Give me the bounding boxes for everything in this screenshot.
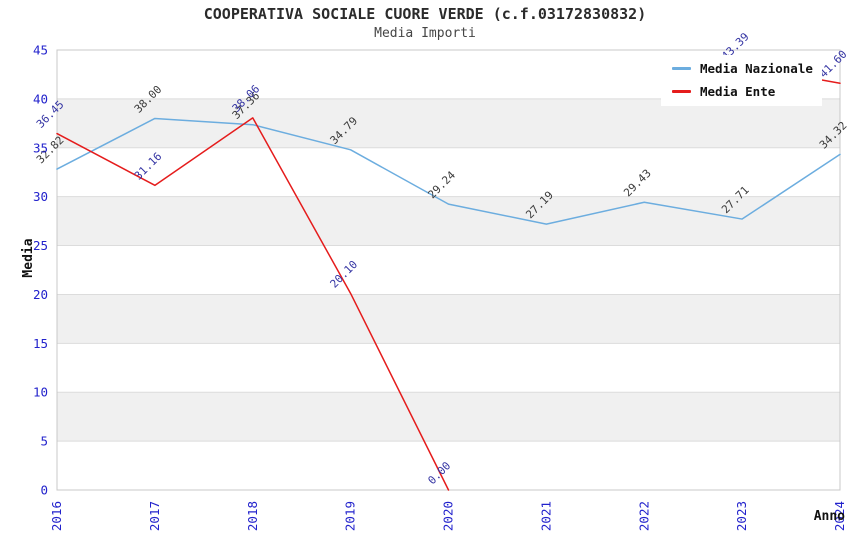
y-tick-label: 45	[33, 43, 48, 58]
chart-title: COOPERATIVA SOCIALE CUORE VERDE (c.f.031…	[203, 5, 647, 23]
y-tick-label: 25	[33, 238, 48, 253]
x-tick-label: 2016	[49, 501, 64, 531]
x-tick-label: 2018	[245, 501, 260, 531]
series-line-media-nazionale	[56, 117, 841, 225]
legend-swatch-media-ente	[672, 90, 691, 93]
background-band	[57, 392, 840, 442]
x-tick-label: 2020	[441, 501, 456, 531]
x-tick-label: 2017	[147, 501, 162, 531]
x-tick-label: 2023	[734, 501, 749, 531]
y-tick-label: 30	[33, 189, 48, 204]
y-tick-label: 0	[40, 483, 48, 498]
background-band	[57, 294, 840, 344]
y-tick-label: 40	[33, 91, 48, 106]
x-tick-label: 2024	[832, 501, 847, 531]
y-tick-label: 20	[33, 287, 48, 302]
chart-subtitle: Media Importi	[374, 26, 476, 41]
legend-label: Media Ente	[700, 84, 776, 99]
x-tick-label: 2022	[636, 501, 651, 531]
y-tick-label: 35	[33, 140, 48, 155]
x-axis-label: Anno	[813, 509, 845, 524]
legend-swatch-media-nazionale	[672, 67, 691, 70]
legend-item-media-nazionale: Media Nazionale	[672, 61, 813, 76]
y-axis-label: Media	[21, 238, 36, 278]
point-label-media-ente: 20.10	[328, 258, 361, 291]
legend: Media Nazionale Media Ente	[661, 55, 822, 106]
point-label-media-ente: 31.16	[132, 150, 165, 183]
point-label-media-nazionale: 29.43	[621, 167, 654, 200]
x-tick-label: 2021	[538, 501, 553, 531]
y-tick-label: 10	[33, 385, 48, 400]
y-tick-label: 5	[40, 434, 48, 449]
x-tick-label: 2019	[343, 501, 358, 531]
y-tick-label: 15	[33, 336, 48, 351]
series-line-media-ente	[56, 117, 450, 491]
legend-label: Media Nazionale	[700, 61, 813, 76]
background-band	[57, 98, 840, 148]
point-label-media-ente: 0.00	[425, 459, 453, 487]
legend-item-media-ente: Media Ente	[672, 84, 813, 99]
